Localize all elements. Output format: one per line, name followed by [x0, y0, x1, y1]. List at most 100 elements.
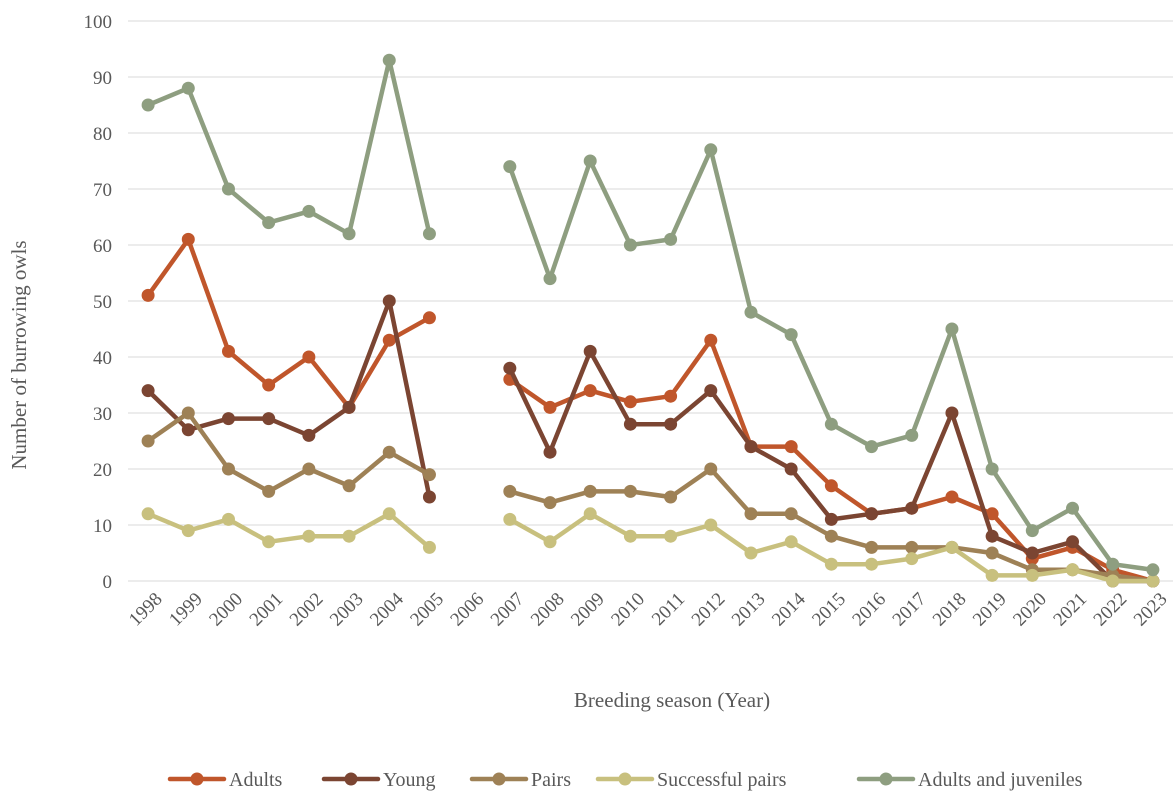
data-point [744, 507, 758, 521]
data-point [824, 417, 838, 431]
data-point [985, 546, 999, 560]
data-point [141, 98, 155, 112]
series-pairs [141, 406, 1160, 588]
data-point [422, 540, 436, 554]
legend-item: Young [321, 769, 435, 791]
data-point [1146, 563, 1160, 577]
data-point [342, 479, 356, 493]
data-point [824, 512, 838, 526]
y-tick-label: 40 [93, 348, 112, 369]
data-point [503, 160, 517, 174]
data-point [1025, 524, 1039, 538]
data-point [543, 535, 557, 549]
data-point [141, 507, 155, 521]
x-axis-tick-labels: 1998199920002001200220032004200520062007… [125, 588, 1172, 630]
y-tick-label: 60 [93, 236, 112, 257]
data-point [784, 535, 798, 549]
data-point [744, 440, 758, 454]
data-point [382, 294, 396, 308]
data-point [824, 529, 838, 543]
data-point [221, 412, 235, 426]
data-point [784, 328, 798, 342]
data-point [824, 479, 838, 493]
x-tick-label: 2022 [1090, 589, 1132, 631]
x-tick-label: 2015 [808, 589, 850, 631]
x-tick-label: 2013 [728, 589, 770, 631]
data-point [141, 288, 155, 302]
data-point [302, 462, 316, 476]
y-tick-label: 100 [84, 12, 113, 33]
x-tick-label: 2008 [527, 589, 569, 631]
data-point [543, 496, 557, 510]
x-tick-label: 2014 [768, 588, 810, 630]
data-point [302, 428, 316, 442]
data-point [1106, 557, 1120, 571]
data-point [302, 350, 316, 364]
legend-label: Adults [229, 769, 283, 791]
data-point [262, 484, 276, 498]
data-point [221, 462, 235, 476]
legend-marker [344, 772, 358, 786]
x-tick-label: 2011 [648, 589, 689, 630]
data-point [262, 412, 276, 426]
legend-label: Pairs [531, 769, 571, 791]
legend-item: Adults [167, 769, 283, 791]
data-point [342, 227, 356, 241]
data-point [744, 546, 758, 560]
data-point [221, 344, 235, 358]
data-point [704, 384, 718, 398]
data-point [181, 423, 195, 437]
series-successful-pairs [141, 507, 1160, 588]
data-point [744, 305, 758, 319]
data-point [302, 529, 316, 543]
legend-label: Adults and juveniles [918, 769, 1083, 791]
data-point [905, 552, 919, 566]
data-point [141, 384, 155, 398]
data-point [985, 529, 999, 543]
x-tick-label: 2007 [487, 589, 529, 631]
data-point [583, 484, 597, 498]
data-point [583, 154, 597, 168]
x-tick-label: 2021 [1049, 589, 1091, 631]
data-point [664, 389, 678, 403]
x-tick-label: 2001 [246, 589, 288, 631]
data-point [543, 272, 557, 286]
data-point [583, 507, 597, 521]
data-point [422, 227, 436, 241]
data-point [503, 512, 517, 526]
x-tick-label: 2000 [205, 589, 247, 631]
x-tick-label: 2009 [567, 589, 609, 631]
legend-marker [879, 772, 893, 786]
data-point [784, 507, 798, 521]
data-point [262, 216, 276, 230]
data-point [784, 462, 798, 476]
data-point [382, 333, 396, 347]
data-point [623, 238, 637, 252]
data-point [865, 540, 879, 554]
data-point [865, 557, 879, 571]
data-point [181, 232, 195, 246]
legend-item: Successful pairs [595, 769, 787, 791]
data-point [945, 322, 959, 336]
data-point [181, 81, 195, 95]
legend-marker [190, 772, 204, 786]
data-point [1066, 563, 1080, 577]
data-point [583, 344, 597, 358]
data-point [905, 540, 919, 554]
y-tick-label: 80 [93, 124, 112, 145]
data-point [342, 400, 356, 414]
data-point [824, 557, 838, 571]
data-point [262, 378, 276, 392]
x-tick-label: 2012 [688, 589, 730, 631]
series-line [145, 237, 1156, 584]
data-point [945, 490, 959, 504]
legend: Adults Young Pairs Successful pairs Adults a… [167, 769, 1083, 791]
data-point [583, 384, 597, 398]
x-tick-label: 1998 [125, 589, 167, 631]
data-point [623, 395, 637, 409]
data-point [1025, 568, 1039, 582]
data-point [382, 507, 396, 521]
data-point [664, 417, 678, 431]
data-point [382, 53, 396, 67]
x-tick-label: 2017 [889, 589, 931, 631]
